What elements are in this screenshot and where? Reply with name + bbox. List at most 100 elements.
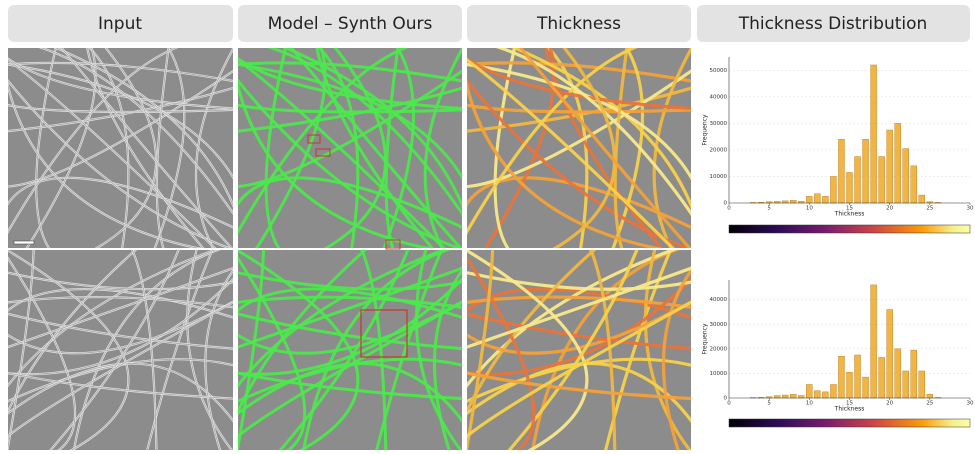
bar bbox=[910, 349, 917, 399]
x-tick-label: 30 bbox=[967, 206, 974, 212]
fiber bbox=[467, 371, 691, 401]
bar bbox=[814, 193, 821, 204]
fiber bbox=[467, 312, 691, 351]
fiber bbox=[467, 176, 691, 230]
bar bbox=[790, 394, 797, 399]
fiber-core bbox=[89, 48, 129, 248]
fiber-core bbox=[8, 84, 200, 248]
fiber bbox=[278, 250, 410, 450]
fiber bbox=[238, 86, 462, 133]
fiber-core bbox=[8, 70, 233, 187]
fiber bbox=[238, 48, 409, 235]
column-title: Input bbox=[98, 14, 142, 34]
fiber-core bbox=[40, 48, 233, 214]
y-tick-label: 40000 bbox=[710, 94, 728, 100]
image-panel bbox=[238, 48, 462, 248]
fiber-core bbox=[8, 104, 233, 113]
bar bbox=[854, 354, 861, 399]
x-tick-label: 15 bbox=[846, 206, 853, 212]
fiber bbox=[467, 57, 675, 248]
fiber bbox=[238, 176, 462, 229]
colorbar bbox=[728, 224, 971, 234]
fiber bbox=[238, 300, 462, 439]
bar bbox=[782, 394, 789, 399]
y-tick-label: 40000 bbox=[710, 297, 728, 303]
fiber bbox=[384, 48, 400, 248]
bar bbox=[910, 165, 917, 204]
y-tick-label: 10000 bbox=[710, 371, 728, 377]
fiber-core bbox=[73, 250, 219, 450]
fiber-core bbox=[8, 363, 233, 422]
fiber bbox=[544, 48, 664, 248]
colorbar bbox=[728, 418, 971, 428]
y-tick-label: 20000 bbox=[710, 147, 728, 153]
fiber bbox=[238, 312, 462, 351]
fiber bbox=[238, 255, 307, 450]
image-panel bbox=[467, 250, 691, 450]
x-tick-label: 30 bbox=[967, 401, 974, 407]
x-axis-label: Thickness bbox=[834, 211, 865, 218]
fiber bbox=[467, 62, 691, 181]
fiber bbox=[467, 255, 536, 450]
fiber-core bbox=[8, 313, 233, 350]
fiber bbox=[467, 250, 678, 389]
image-panel bbox=[8, 250, 233, 450]
column-title: Model – Synth Ours bbox=[268, 14, 433, 34]
highlight-box bbox=[360, 309, 408, 358]
bar bbox=[846, 172, 853, 204]
bar bbox=[790, 200, 797, 204]
fiber bbox=[467, 266, 691, 349]
header-box bbox=[467, 5, 691, 42]
fiber bbox=[238, 287, 462, 320]
fiber-core bbox=[8, 296, 233, 308]
bar bbox=[862, 376, 869, 399]
fiber bbox=[238, 362, 462, 424]
fiber bbox=[495, 48, 691, 216]
fiber-core bbox=[8, 80, 230, 248]
x-tick-label: 25 bbox=[926, 401, 933, 407]
fiber-core bbox=[8, 278, 233, 375]
image-panel bbox=[467, 48, 691, 248]
bar bbox=[830, 176, 837, 204]
highlight-box bbox=[315, 148, 331, 157]
bar bbox=[886, 129, 893, 204]
fiber-core bbox=[8, 301, 233, 437]
fiber bbox=[238, 79, 434, 248]
fiber-core bbox=[61, 48, 232, 248]
fiber-core bbox=[8, 250, 216, 387]
fiber-core bbox=[156, 48, 170, 248]
y-axis-label: Frequency bbox=[702, 323, 709, 354]
bar bbox=[806, 384, 813, 399]
fiber bbox=[238, 63, 462, 181]
bar bbox=[926, 394, 934, 399]
bar bbox=[878, 156, 885, 204]
fiber-core bbox=[8, 59, 216, 248]
x-tick-label: 0 bbox=[727, 206, 731, 212]
bar bbox=[870, 64, 877, 204]
fiber bbox=[238, 56, 462, 110]
fiber-core bbox=[8, 301, 233, 354]
bar bbox=[894, 348, 901, 399]
x-tick-label: 5 bbox=[767, 401, 771, 407]
fiber bbox=[467, 362, 691, 424]
header-box bbox=[8, 5, 233, 42]
fiber bbox=[375, 250, 444, 450]
bar bbox=[862, 139, 869, 204]
bar bbox=[918, 194, 925, 204]
header-box bbox=[697, 5, 970, 42]
fiber-core bbox=[86, 48, 204, 248]
y-tick-label: 20000 bbox=[710, 346, 728, 352]
x-tick-label: 10 bbox=[806, 206, 813, 212]
bar bbox=[830, 384, 837, 399]
fiber-core bbox=[8, 250, 137, 413]
fiber bbox=[510, 48, 691, 210]
fiber bbox=[467, 78, 691, 248]
fiber bbox=[467, 61, 691, 83]
highlight-box bbox=[307, 134, 321, 144]
fiber bbox=[507, 250, 639, 450]
fiber-core bbox=[8, 62, 233, 82]
fiber bbox=[238, 371, 462, 401]
x-tick-label: 5 bbox=[767, 206, 771, 212]
fiber bbox=[433, 268, 462, 450]
